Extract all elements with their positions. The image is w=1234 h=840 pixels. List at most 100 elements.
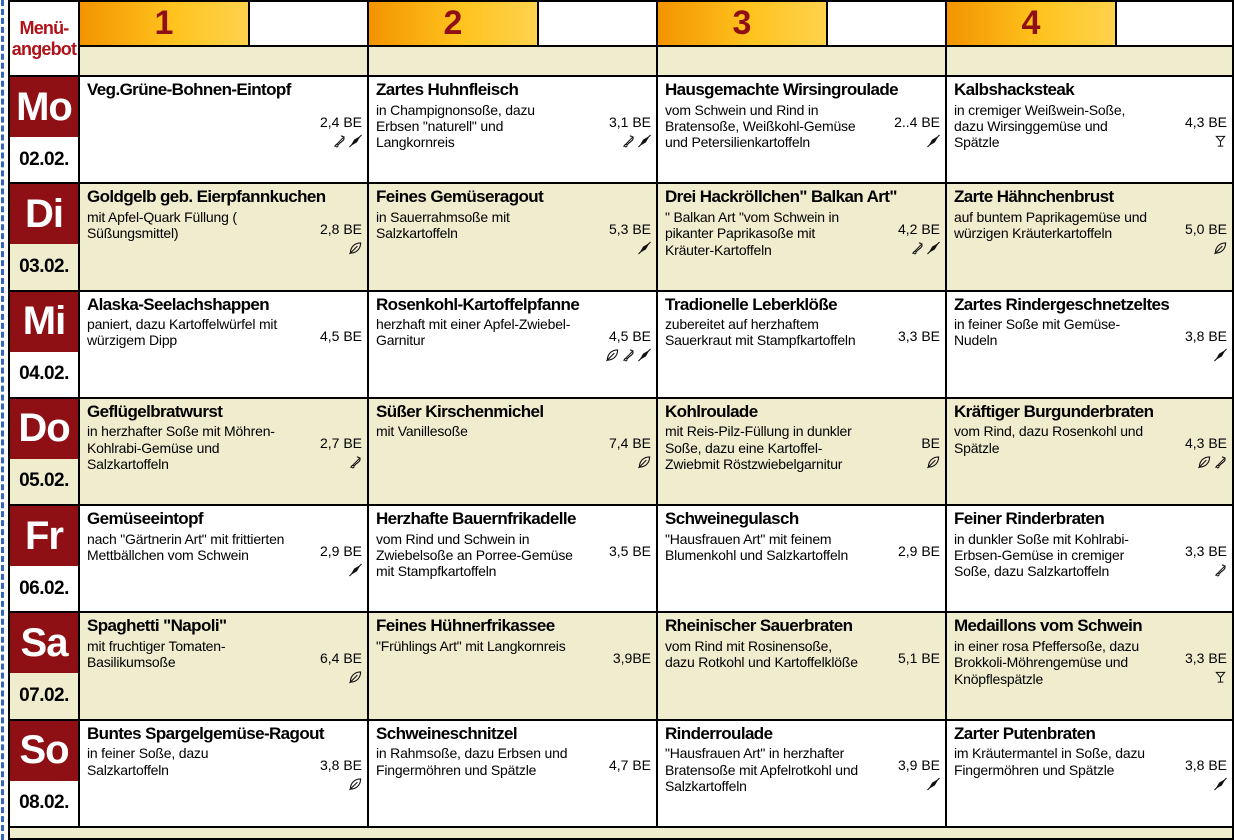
column-number-box: 3 bbox=[658, 2, 828, 45]
meal-cell: Herzhafte Bauernfrikadelle vom Rind und … bbox=[369, 506, 658, 612]
day-rows: Mo 02.02. Veg.Grüne-Bohnen-Eintopf 2,4 B… bbox=[10, 77, 1232, 828]
meal-icons bbox=[1214, 563, 1227, 577]
meal-cell: Geflügelbratwurst in herzhafter Soße mit… bbox=[80, 398, 369, 505]
meal-cell: Kräftiger Burgunderbraten vom Rind, dazu… bbox=[947, 399, 1232, 504]
meal-be-value: 3,8 BE bbox=[1184, 757, 1227, 774]
slashed-fish-icon bbox=[638, 348, 651, 362]
meal-desc: mit fruchtiger Tomaten-Basilikumsoße bbox=[87, 637, 226, 671]
print-margin-marker bbox=[1, 0, 4, 840]
meal-title: Kalbshacksteak bbox=[954, 80, 1075, 99]
meal-be-value: 2,7 BE bbox=[319, 435, 362, 452]
column-header-2: 2 bbox=[369, 2, 658, 75]
slashed-fish-icon bbox=[638, 241, 651, 255]
meal-title: Feines Hühnerfrikassee bbox=[376, 616, 555, 636]
slashed-drumstick-icon bbox=[1214, 455, 1227, 469]
meal-icons bbox=[927, 134, 940, 148]
meal-icons bbox=[638, 455, 651, 469]
meal-title: Tradionelle Leberklöße bbox=[665, 294, 838, 314]
column-number: 3 bbox=[732, 4, 752, 42]
meal-desc bbox=[87, 100, 286, 180]
day-abbr: Sa bbox=[20, 620, 69, 665]
leaf-icon bbox=[606, 348, 619, 362]
meal-desc: paniert, dazu Kartoffelwürfel mit würzig… bbox=[87, 316, 278, 349]
meal-desc: in cremiger Weißwein-Soße, dazu Wirsingg… bbox=[954, 101, 1126, 151]
meal-icons bbox=[927, 455, 940, 469]
meal-cell: Zartes Huhnfleisch in Champignonsoße, da… bbox=[369, 77, 658, 183]
meal-cell: Goldgelb geb. Eierpfannkuchen mit Apfel-… bbox=[80, 184, 369, 290]
meal-icons bbox=[1214, 777, 1227, 791]
slashed-fish-icon bbox=[927, 777, 940, 791]
day-cell: Mo 02.02. bbox=[10, 77, 80, 183]
meal-title: Rinderroulade bbox=[665, 723, 773, 743]
day-row: Mi 04.02. Alaska-Seelachshappen paniert,… bbox=[10, 291, 1232, 399]
slashed-fish-icon bbox=[349, 134, 362, 148]
meal-icons bbox=[333, 134, 362, 148]
meal-cell: Alaska-Seelachshappen paniert, dazu Kart… bbox=[80, 291, 369, 397]
meal-be-value: 5,3 BE bbox=[608, 220, 651, 237]
header-spacer bbox=[658, 47, 945, 75]
leaf-icon bbox=[638, 455, 651, 469]
meal-title: Feiner Rinderbraten bbox=[954, 509, 1105, 529]
meal-cell: Buntes Spargelgemüse-Ragout in feiner So… bbox=[80, 720, 369, 826]
meal-cell: Kohlroulade mit Reis-Pilz-Füllung in dun… bbox=[658, 398, 947, 505]
meal-title: Geflügelbratwurst bbox=[87, 401, 223, 421]
meal-be-value: 3,3 BE bbox=[1184, 649, 1227, 666]
day-abbr: Di bbox=[25, 191, 64, 236]
meal-be-value: 3,1 BE bbox=[608, 113, 651, 130]
meal-desc: auf buntem Paprikagemüse und würzigen Kr… bbox=[954, 208, 1147, 242]
day-abbr: Mo bbox=[16, 84, 73, 129]
meal-be-value: 3,3 BE bbox=[897, 328, 940, 345]
day-date: 08.02. bbox=[19, 792, 69, 814]
meal-cell: Feiner Rinderbraten in dunkler Soße mit … bbox=[947, 506, 1232, 611]
day-row: Di 03.02. Goldgelb geb. Eierpfannkuchen … bbox=[10, 184, 1232, 292]
day-date: 02.02. bbox=[19, 148, 69, 170]
meal-cell: Feines Hühnerfrikassee "Frühlings Art" m… bbox=[369, 613, 658, 719]
meal-be-value: 4,5 BE bbox=[608, 328, 651, 345]
meal-desc: vom Rind und Schwein in Zwiebelsoße an P… bbox=[376, 530, 573, 580]
meal-desc: vom Schwein und Rind in Bratensoße, Weiß… bbox=[665, 101, 856, 151]
meal-desc: in dunkler Soße mit Kohlrabi-Erbsen-Gemü… bbox=[954, 530, 1129, 580]
day-badge: Fr bbox=[10, 506, 78, 567]
meal-title: Zarte Hähnchenbrust bbox=[954, 187, 1114, 207]
meal-desc: "Frühlings Art" mit Langkornreis bbox=[376, 637, 566, 654]
day-date: 07.02. bbox=[19, 685, 69, 707]
slashed-fish-icon bbox=[927, 134, 940, 148]
meal-icons bbox=[638, 241, 651, 255]
day-cell: Sa 07.02. bbox=[10, 613, 80, 719]
meal-icons bbox=[349, 670, 362, 684]
meal-cell: Rosenkohl-Kartoffelpfanne herzhaft mit e… bbox=[369, 291, 658, 397]
meal-cell: Süßer Kirschenmichel mit Vanillesoße 7,4… bbox=[369, 398, 658, 505]
page-title-line1: Menü- bbox=[19, 17, 70, 38]
slashed-drumstick-icon bbox=[349, 455, 362, 469]
slashed-fish-icon bbox=[638, 134, 651, 148]
column-header-3: 3 bbox=[658, 2, 947, 75]
day-cell: So 08.02. bbox=[10, 720, 80, 826]
meal-cell: Zarte Hähnchenbrust auf buntem Paprikage… bbox=[947, 184, 1232, 289]
menu-plan-sheet: Menü- angebot 1 2 3 4 Mo 02.02. Veg.Grü bbox=[8, 0, 1234, 840]
meal-cell: Hausgemachte Wirsingroulade vom Schwein … bbox=[658, 77, 947, 183]
meal-be-value: 4,7 BE bbox=[608, 757, 651, 774]
meal-cell: Medaillons vom Schwein in einer rosa Pfe… bbox=[947, 613, 1232, 718]
meal-cell: Veg.Grüne-Bohnen-Eintopf 2,4 BE bbox=[80, 77, 369, 183]
meal-be-value: 4,3 BE bbox=[1184, 113, 1227, 130]
day-abbr: Do bbox=[18, 406, 70, 451]
leaf-icon bbox=[349, 241, 362, 255]
meal-desc: nach "Gärtnerin Art" mit frittierten Met… bbox=[87, 530, 285, 564]
meal-icons bbox=[1214, 241, 1227, 255]
day-badge: Mi bbox=[10, 291, 78, 352]
meal-be-value: 3,8 BE bbox=[1184, 328, 1227, 345]
slashed-drumstick-icon bbox=[1214, 563, 1227, 577]
day-cell: Mi 04.02. bbox=[10, 291, 80, 397]
meal-icons bbox=[349, 455, 362, 469]
day-date: 03.02. bbox=[19, 255, 69, 277]
meal-desc: in einer rosa Pfeffersoße, dazu Brokkoli… bbox=[954, 637, 1139, 687]
meal-icons bbox=[349, 241, 362, 255]
meal-cell: Tradionelle Leberklöße zubereitet auf he… bbox=[658, 291, 947, 397]
meal-title: Gemüseeintopf bbox=[87, 509, 204, 529]
leaf-icon bbox=[1198, 455, 1211, 469]
day-abbr: Fr bbox=[25, 513, 64, 558]
meal-be-value: 2..4 BE bbox=[894, 113, 940, 130]
meal-icons bbox=[1214, 348, 1227, 362]
meal-be-value: 2,4 BE bbox=[319, 113, 362, 130]
meal-be-value: 5,1 BE bbox=[897, 649, 940, 666]
